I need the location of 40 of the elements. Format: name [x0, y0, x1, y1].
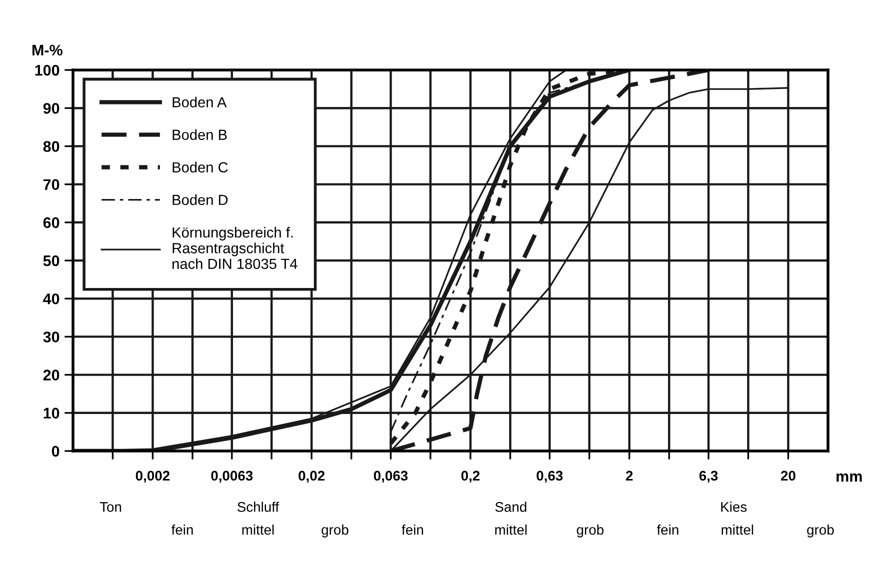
- y-tick-label: 90: [43, 102, 60, 114]
- text: mittel: [242, 524, 274, 535]
- x-axis-title: mm: [836, 473, 862, 482]
- y-tick-label: 70: [43, 179, 60, 190]
- text: Sand: [495, 502, 526, 512]
- text: mittel: [495, 524, 527, 535]
- y-tick-label: 10: [44, 408, 60, 419]
- text: Kies: [721, 502, 747, 512]
- x-tick-label: 0,2: [461, 470, 480, 483]
- x-tick-label: 0,02: [298, 470, 325, 483]
- x-tick-label: 0,002: [136, 470, 170, 483]
- y-tick-label: 0: [52, 446, 60, 457]
- legend-label: Boden B: [172, 129, 227, 140]
- legend-label: Boden A: [172, 96, 227, 108]
- legend-label: Boden C: [172, 162, 228, 173]
- legend-label: Körnungsbereich f. Rasentragschicht nach DIN 18035 T4: [172, 226, 298, 270]
- x-tick-label: 0,63: [536, 470, 563, 483]
- x-tick-label: 20: [780, 470, 796, 481]
- y-tick-label: 60: [43, 217, 60, 228]
- y-tick-label: 20: [43, 370, 60, 380]
- text: grob: [576, 524, 604, 538]
- legend-label: Boden D: [172, 194, 228, 206]
- x-tick-label: 6,3: [699, 470, 718, 483]
- y-tick-label: 50: [43, 255, 60, 266]
- y-tick-label: 40: [43, 293, 60, 304]
- text: fein: [656, 524, 678, 535]
- text: Schluff: [238, 502, 280, 512]
- x-tick-label: 2: [626, 470, 633, 481]
- y-tick-label: 30: [43, 332, 60, 342]
- y-tick-label: 100: [35, 64, 60, 76]
- text: grob: [807, 524, 834, 538]
- x-tick-label: 0,063: [374, 470, 408, 483]
- text: mittel: [722, 524, 754, 535]
- text: grob: [322, 524, 348, 538]
- y-tick-label: 80: [43, 141, 60, 152]
- y-axis-title: M-%: [32, 44, 62, 56]
- text: fein: [402, 524, 424, 535]
- text: fein: [171, 524, 193, 535]
- x-tick-label: 0,0063: [211, 470, 253, 483]
- text: Ton: [100, 502, 122, 512]
